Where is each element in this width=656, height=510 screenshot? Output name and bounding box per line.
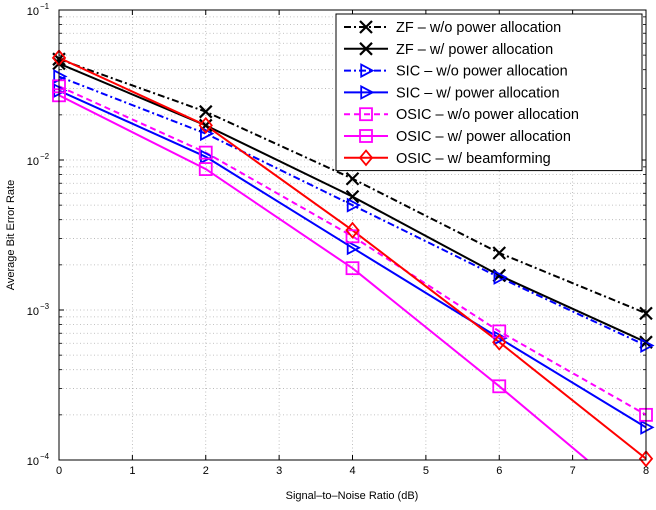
legend-label-5: OSIC – w/o power allocation [396,107,579,123]
x-tick-label: 8 [643,465,649,477]
marker-x [198,104,213,119]
marker-triangle [640,337,655,353]
marker-square [359,107,373,122]
x-tick-label: 4 [349,465,355,477]
marker-diamond [638,450,654,468]
marker-triangle [346,240,362,256]
marker-square [345,261,360,276]
marker-x [359,42,373,56]
marker-triangle [360,63,375,79]
marker-diamond [345,221,360,239]
legend-label-3: SIC – w/o power allocation [396,64,568,80]
marker-x [345,171,360,186]
legend-label-4: SIC – w/ power allocation [396,85,560,101]
x-tick-label: 5 [423,465,429,477]
y-tick-exponent: −4 [40,452,50,461]
y-tick-label: 10 [27,456,39,468]
marker-square [492,379,507,394]
marker-square [198,145,213,160]
marker-diamond [492,333,507,351]
marker-x [492,246,507,260]
marker-triangle [640,419,655,435]
y-tick-exponent: −3 [40,302,50,311]
x-tick-label: 3 [276,465,282,477]
marker-diamond [198,116,213,135]
x-tick-label: 7 [570,465,576,477]
x-tick-label: 2 [203,465,209,477]
series-line-4 [59,89,646,429]
marker-square [198,162,213,176]
marker-triangle [53,83,68,99]
legend-label-1: ZF – w/o power allocation [396,20,561,36]
series-line-5 [59,85,646,416]
series-line-6 [59,94,589,460]
y-axis-label: Average Bit Error Rate [5,180,17,290]
legend-label-2: ZF – w/ power allocation [396,42,553,58]
marker-triangle [493,269,508,285]
x-tick-labels: 0 1 2 3 4 5 6 7 8 [56,465,649,477]
marker-diamond [358,149,374,167]
y-tick-exponent: −2 [40,152,50,161]
y-tick-label: 10 [27,306,39,318]
legend: ZF – w/o power allocation ZF – w/ power a… [335,13,643,172]
legend-label-6: OSIC – w/ power allocation [396,129,571,145]
marker-square [492,324,507,339]
marker-triangle [360,84,375,100]
y-tick-labels: 10−410−310−210−1 [27,2,50,468]
marker-square [345,229,360,244]
y-tick-label: 10 [27,6,39,18]
series-line-3 [59,75,646,347]
marker-triangle [200,149,215,165]
marker-x [359,20,373,34]
y-tick-exponent: −1 [40,2,50,11]
marker-square [359,129,373,143]
marker-triangle [346,197,362,213]
x-tick-label: 1 [129,465,135,477]
x-axis-label: Signal–to–Noise Ratio (dB) [286,490,419,502]
x-tick-label: 6 [496,465,502,477]
legend-label-7: OSIC – w/ beamforming [396,151,551,167]
x-tick-label: 0 [56,465,62,477]
plot-frame [58,9,647,461]
y-tick-label: 10 [27,156,39,168]
